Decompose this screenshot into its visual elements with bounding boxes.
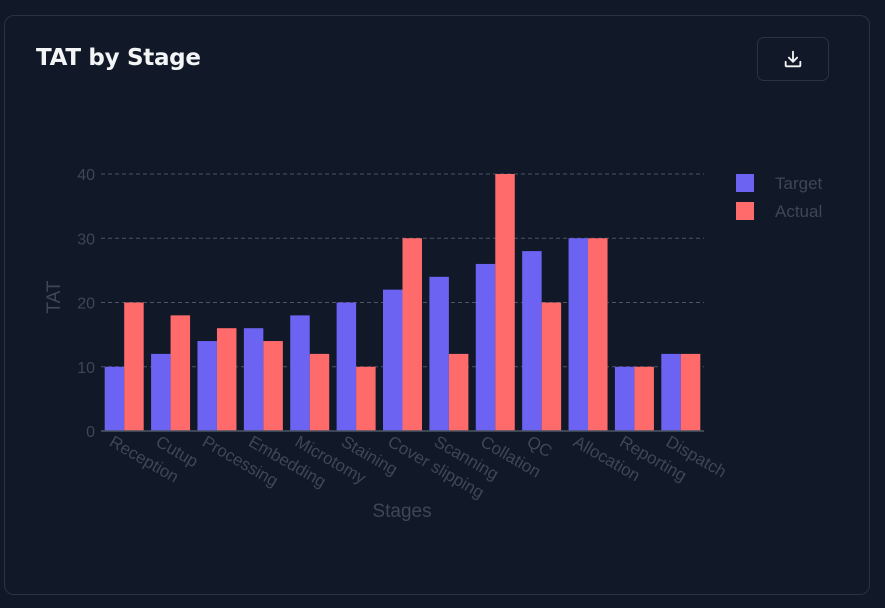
bar-target-qc[interactable] — [522, 251, 542, 431]
bar-target-allocation[interactable] — [568, 238, 589, 431]
download-button[interactable] — [757, 37, 829, 81]
bar-target-scanning[interactable] — [429, 276, 449, 431]
y-tick-label: 40 — [77, 167, 95, 184]
bar-actual-qc[interactable] — [541, 302, 562, 432]
y-tick-label: 10 — [77, 360, 95, 377]
y-tick-label: 0 — [86, 424, 95, 441]
bar-actual-reporting[interactable] — [634, 366, 654, 431]
legend-swatch-actual[interactable] — [736, 202, 754, 220]
legend-swatch-target[interactable] — [736, 174, 754, 192]
bar-target-reporting[interactable] — [614, 366, 635, 431]
legend: Target Actual — [736, 174, 823, 221]
bar-actual-embedding[interactable] — [263, 341, 283, 431]
y-tick-label: 30 — [77, 231, 95, 248]
x-axis-title: Stages — [372, 501, 431, 522]
y-axis-title: TAT — [44, 280, 65, 313]
bar-actual-processing[interactable] — [216, 328, 237, 431]
bar-target-dispatch[interactable] — [661, 353, 681, 431]
bar-actual-microtomy[interactable] — [309, 353, 330, 431]
bar-target-collation[interactable] — [475, 263, 496, 431]
bar-target-processing[interactable] — [197, 341, 217, 431]
bar-actual-staining[interactable] — [356, 366, 376, 431]
bar-target-cover-slipping[interactable] — [383, 289, 403, 431]
bar-actual-cover-slipping[interactable] — [402, 238, 423, 431]
bar-actual-collation[interactable] — [495, 174, 515, 431]
legend-label-target: Target — [775, 174, 823, 193]
download-icon — [784, 50, 802, 68]
bar-actual-dispatch[interactable] — [680, 353, 701, 431]
y-tick-label: 20 — [77, 296, 95, 313]
bar-actual-cutup[interactable] — [170, 315, 191, 431]
bar-target-staining[interactable] — [336, 302, 357, 432]
bar-target-embedding[interactable] — [243, 328, 264, 431]
bar-actual-reception[interactable] — [124, 302, 144, 432]
bars — [104, 174, 701, 432]
bar-actual-allocation[interactable] — [588, 238, 608, 431]
bar-target-cutup[interactable] — [151, 353, 171, 431]
card-title: TAT by Stage — [36, 45, 201, 71]
bar-target-reception[interactable] — [104, 366, 125, 431]
bar-actual-scanning[interactable] — [448, 353, 469, 431]
bar-target-microtomy[interactable] — [290, 315, 310, 431]
legend-label-actual: Actual — [775, 202, 822, 221]
